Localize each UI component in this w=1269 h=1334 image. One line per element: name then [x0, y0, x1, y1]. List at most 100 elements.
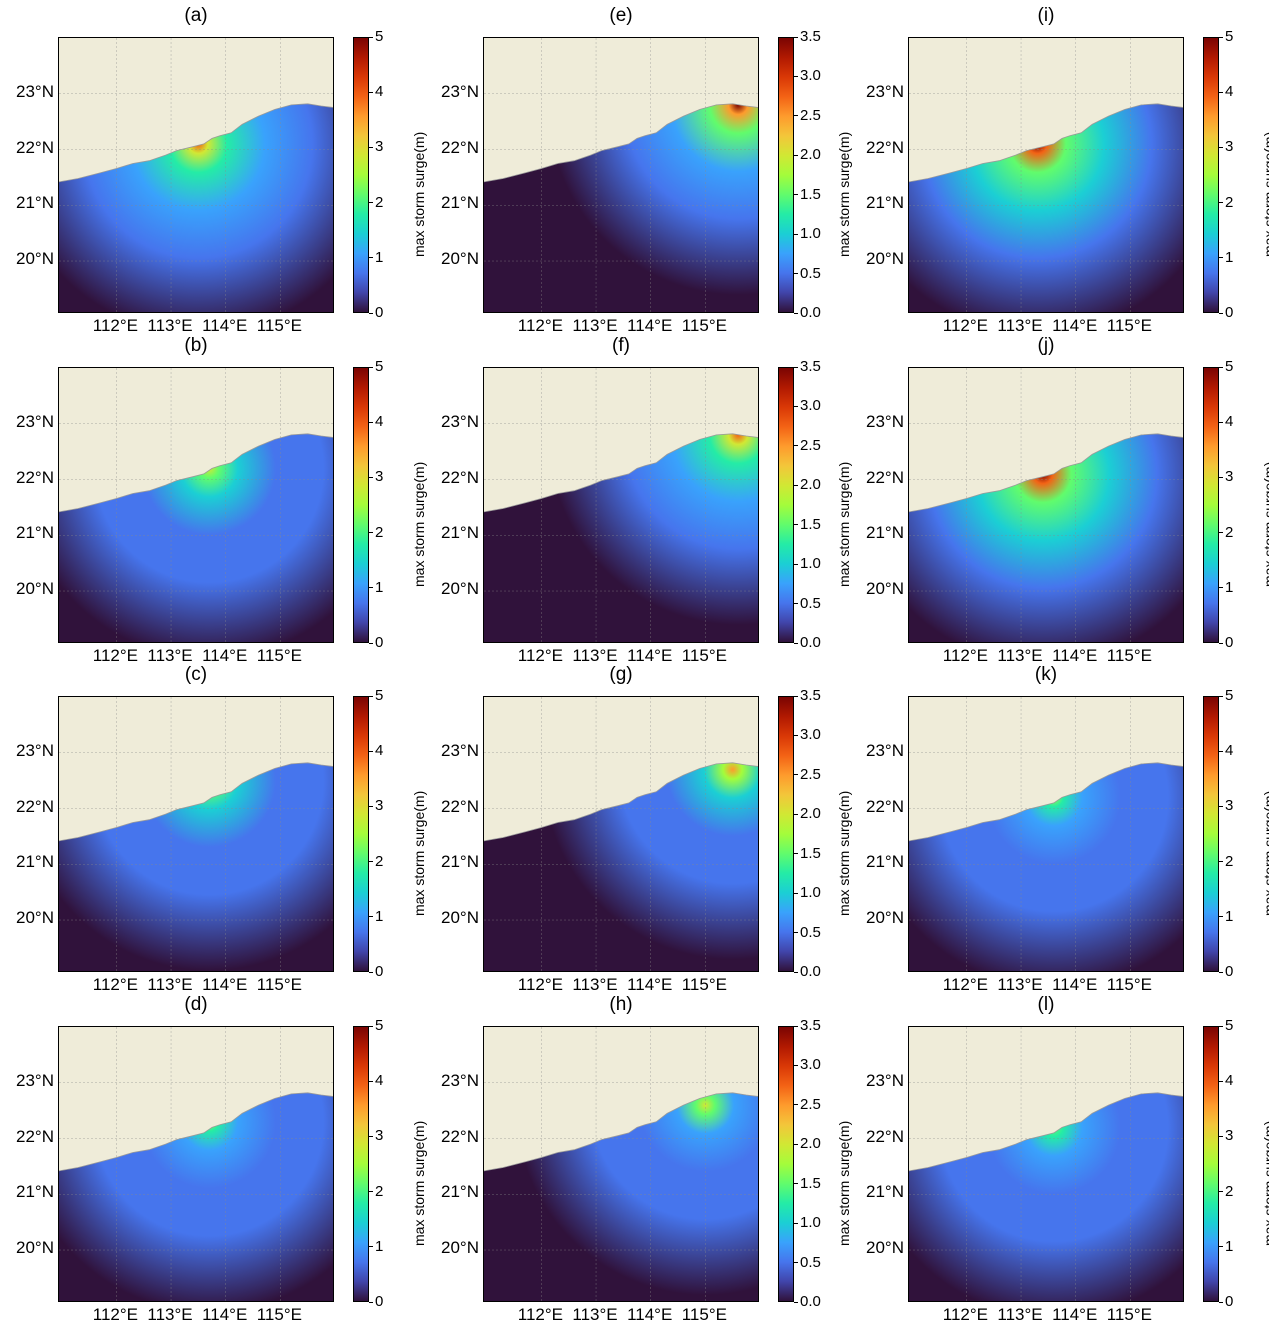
colorbar-tick-mark	[794, 484, 798, 486]
colorbar-tick-mark	[1219, 366, 1223, 368]
colorbar-tick-mark	[1219, 971, 1223, 973]
colorbar-tick-mark	[369, 146, 373, 148]
coastline	[59, 433, 333, 513]
colorbar-tick-label: 2.0	[800, 805, 821, 823]
colorbar-tick-mark	[794, 1143, 798, 1145]
colorbar-tick-label: 1.0	[800, 225, 821, 243]
colorbar-tick-label: 3.0	[800, 726, 821, 744]
colorbar	[353, 696, 369, 972]
colorbar-tick-label: 0.0	[800, 1293, 821, 1310]
colorbar-tick-mark	[1219, 1191, 1223, 1193]
longitude-tick-label: 114°E	[1052, 1305, 1098, 1324]
colorbar-tick-mark	[369, 805, 373, 807]
latitude-tick-label: 20°N	[441, 579, 479, 599]
colorbar-tick-label: 2.0	[800, 476, 821, 494]
surge-field	[909, 697, 1183, 971]
colorbar-tick-mark	[794, 932, 798, 934]
panel-label: (f)	[612, 335, 630, 356]
colorbar	[353, 1026, 369, 1302]
surge-map	[483, 367, 759, 643]
panel-label: (e)	[609, 5, 633, 26]
colorbar-tick-label: 3.5	[800, 358, 821, 375]
longitude-tick-label: 115°E	[1106, 646, 1152, 665]
colorbar-tick-mark	[1219, 532, 1223, 534]
surge-field	[909, 368, 1183, 642]
colorbar-tick-mark	[794, 366, 798, 368]
coastline	[59, 1092, 333, 1172]
longitude-tick-label: 115°E	[1106, 316, 1152, 335]
panel-label: (j)	[1037, 335, 1055, 356]
colorbar-tick-label: 2.5	[800, 436, 821, 454]
colorbar-tick-mark	[1219, 861, 1223, 863]
latitude-tick-label: 23°N	[441, 740, 479, 760]
colorbar-tick-label: 1.0	[800, 884, 821, 902]
land-mass	[484, 368, 758, 512]
colorbar-tick-label: 5	[1225, 687, 1234, 704]
longitude-tick-label: 112°E	[942, 1305, 988, 1324]
colorbar-tick-label: 0	[375, 634, 384, 651]
latitude-tick-label: 21°N	[866, 852, 904, 872]
latitude-tick-label: 21°N	[16, 1182, 54, 1202]
coastline	[484, 433, 758, 513]
colorbar-tick-label: 1.0	[800, 1214, 821, 1232]
surge-map	[58, 37, 334, 313]
colorbar	[1203, 1026, 1219, 1302]
colorbar-tick-mark	[1219, 916, 1223, 918]
colorbar-tick-mark	[369, 587, 373, 589]
land-mass	[59, 368, 333, 512]
colorbar-tick-label: 1	[375, 1237, 384, 1255]
coastline	[59, 762, 333, 842]
colorbar-tick-label: 2	[1225, 193, 1234, 211]
colorbar-tick-label: 0	[375, 304, 384, 321]
colorbar-tick-label: 0.0	[800, 634, 821, 651]
colorbar-tick-label: 3	[1225, 138, 1234, 156]
colorbar-tick-mark	[369, 1191, 373, 1193]
colorbar-tick-mark	[1219, 1135, 1223, 1137]
longitude-tick-label: 112°E	[517, 975, 563, 994]
colorbar-tick-mark	[1219, 36, 1223, 38]
latitude-tick-label: 22°N	[866, 467, 904, 487]
colorbar-tick-mark	[369, 1080, 373, 1082]
latitude-tick-label: 21°N	[866, 193, 904, 213]
surge-map	[58, 696, 334, 972]
colorbar-tick-label: 1	[1225, 248, 1234, 266]
latitude-tick-label: 23°N	[16, 81, 54, 101]
coastline	[909, 103, 1183, 183]
colorbar-tick-mark	[369, 1246, 373, 1248]
surge-field	[909, 38, 1183, 312]
colorbar-tick-mark	[794, 563, 798, 565]
colorbar-tick-mark	[1219, 312, 1223, 314]
surge-field	[484, 368, 758, 642]
latitude-tick-label: 21°N	[16, 852, 54, 872]
colorbar-label: max storm surge(m)	[1261, 790, 1269, 916]
latitude-tick-label: 23°N	[441, 1070, 479, 1090]
latitude-tick-label: 20°N	[441, 1238, 479, 1258]
longitude-tick-label: 115°E	[681, 1305, 727, 1324]
latitude-tick-label: 23°N	[16, 1070, 54, 1090]
latitude-tick-label: 22°N	[441, 1126, 479, 1146]
colorbar-tick-label: 3.0	[800, 1056, 821, 1074]
colorbar-tick-mark	[369, 36, 373, 38]
longitude-tick-label: 112°E	[942, 316, 988, 335]
latitude-tick-label: 22°N	[866, 137, 904, 157]
colorbar-tick-label: 3	[1225, 797, 1234, 815]
longitude-tick-label: 115°E	[681, 316, 727, 335]
colorbar-tick-mark	[1219, 476, 1223, 478]
latitude-tick-label: 22°N	[441, 796, 479, 816]
surge-field	[484, 697, 758, 971]
latitude-tick-label: 21°N	[16, 523, 54, 543]
colorbar-tick-mark	[369, 532, 373, 534]
coastline	[484, 1092, 758, 1172]
colorbar-tick-label: 4	[375, 742, 384, 760]
colorbar-tick-mark	[369, 750, 373, 752]
colorbar-tick-mark	[369, 476, 373, 478]
colorbar-label: max storm surge(m)	[1261, 131, 1269, 257]
colorbar-tick-label: 3.0	[800, 397, 821, 415]
colorbar-tick-label: 0	[1225, 304, 1234, 321]
colorbar-tick-mark	[369, 1025, 373, 1027]
longitude-tick-label: 112°E	[942, 646, 988, 665]
colorbar-tick-mark	[794, 1183, 798, 1185]
latitude-tick-label: 23°N	[866, 740, 904, 760]
longitude-tick-label: 115°E	[681, 975, 727, 994]
colorbar-tick-mark	[794, 892, 798, 894]
